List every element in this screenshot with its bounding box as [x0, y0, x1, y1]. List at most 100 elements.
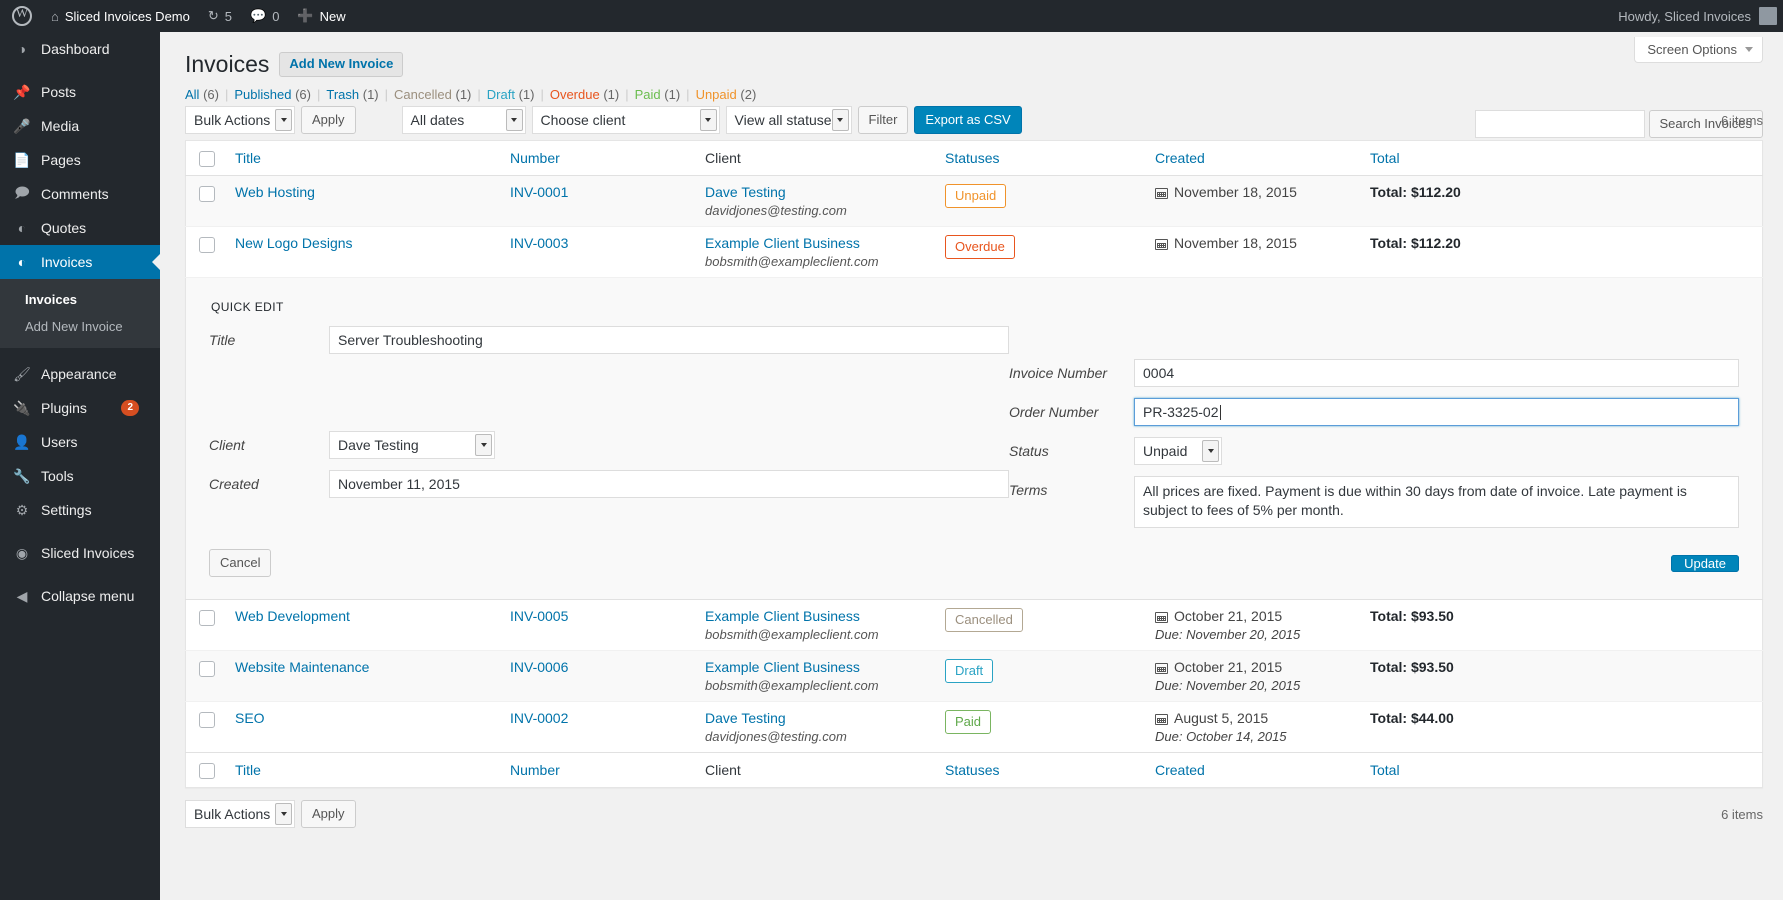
column-footer-link[interactable]: Title — [235, 762, 261, 778]
sidebar-item-posts[interactable]: 📌 Posts — [0, 75, 160, 109]
filter-link-draft[interactable]: Draft (1) | — [486, 87, 544, 102]
terms-textarea[interactable]: All prices are fixed. Payment is due wit… — [1134, 476, 1739, 528]
new-content-button[interactable]: ➕ New — [288, 0, 354, 32]
column-footer-link[interactable]: Created — [1155, 762, 1205, 778]
column-header-link[interactable]: Number — [510, 150, 560, 166]
filter-link-overdue[interactable]: Overdue (1) | — [549, 87, 629, 102]
row-title-link[interactable]: Web Hosting — [235, 184, 315, 200]
filter-label[interactable]: Published — [234, 87, 292, 102]
sidebar-item-tools[interactable]: 🔧 Tools — [0, 459, 160, 493]
sidebar-item-plugins[interactable]: 🔌 Plugins 2 — [0, 391, 160, 425]
sidebar-item-pages[interactable]: 📄 Pages — [0, 143, 160, 177]
title-input[interactable] — [329, 326, 1009, 354]
sidebar-item-users[interactable]: 👤 Users — [0, 425, 160, 459]
sidebar-subitem-add-new-invoice[interactable]: Add New Invoice — [25, 319, 123, 334]
column-footer-created[interactable]: Created — [1145, 752, 1360, 788]
wordpress-logo-button[interactable] — [0, 0, 42, 32]
sidebar-item-settings[interactable]: ⚙ Settings — [0, 493, 160, 527]
filter-link-unpaid[interactable]: Unpaid (2) — [696, 87, 757, 102]
view-all-statuses-select[interactable]: View all statuses — [725, 106, 852, 134]
column-footer-number[interactable]: Number — [500, 752, 695, 788]
column-header-link[interactable]: Statuses — [945, 150, 1000, 166]
row-number-link[interactable]: INV-0001 — [510, 184, 569, 200]
filter-label[interactable]: Overdue — [549, 87, 600, 102]
status-badge[interactable]: Unpaid — [945, 184, 1007, 208]
column-footer-link[interactable]: Statuses — [945, 762, 1000, 778]
updates-button[interactable]: ↻ 5 — [199, 0, 241, 32]
cancel-button[interactable]: Cancel — [209, 549, 272, 577]
search-invoices-button[interactable]: Search Invoices — [1648, 110, 1763, 138]
row-number-link[interactable]: INV-0002 — [510, 710, 569, 726]
sidebar-item-appearance[interactable]: 🖌 Appearance — [0, 357, 160, 391]
column-footer-link[interactable]: Number — [510, 762, 560, 778]
row-number-link[interactable]: INV-0005 — [510, 608, 569, 624]
column-footer-title[interactable]: Title — [225, 752, 500, 788]
column-header-title[interactable]: Title — [225, 140, 500, 176]
row-checkbox[interactable] — [199, 712, 215, 728]
row-checkbox[interactable] — [199, 661, 215, 677]
row-title-link[interactable]: Web Development — [235, 608, 350, 624]
sidebar-item-comments[interactable]: 🗩 Comments — [0, 177, 160, 211]
export-csv-button[interactable]: Export as CSV — [914, 106, 1022, 134]
sidebar-item-collapse-menu[interactable]: ◀ Collapse menu — [0, 579, 160, 613]
row-client-link[interactable]: Dave Testing — [705, 184, 786, 200]
column-header-total[interactable]: Total — [1360, 140, 1763, 176]
row-number-link[interactable]: INV-0006 — [510, 659, 569, 675]
filter-label[interactable]: All — [185, 87, 200, 102]
filter-link-trash[interactable]: Trash (1) | — [326, 87, 389, 102]
select-all-checkbox-bottom[interactable] — [199, 763, 215, 779]
created-input[interactable] — [329, 470, 1009, 498]
sidebar-item-sliced-invoices[interactable]: ◉ Sliced Invoices — [0, 536, 160, 570]
row-client-link[interactable]: Example Client Business — [705, 659, 860, 675]
filter-label[interactable]: Trash — [326, 87, 360, 102]
howdy-label[interactable]: Howdy, Sliced Invoices — [1618, 8, 1751, 24]
row-checkbox[interactable] — [199, 186, 215, 202]
comments-button[interactable]: 💬 0 — [241, 0, 288, 32]
screen-options-button[interactable]: Screen Options — [1634, 37, 1763, 63]
column-header-created[interactable]: Created — [1145, 140, 1360, 176]
row-client-link[interactable]: Example Client Business — [705, 608, 860, 624]
order-number-input[interactable]: PR-3325-02 — [1134, 398, 1739, 426]
bulk-actions-select[interactable]: Bulk Actions — [185, 106, 295, 134]
update-button[interactable]: Update — [1671, 554, 1739, 572]
all-dates-select[interactable]: All dates — [401, 106, 526, 134]
filter-label[interactable]: Cancelled — [394, 87, 452, 102]
row-checkbox[interactable] — [199, 610, 215, 626]
bulk-actions-select-bottom[interactable]: Bulk Actions — [185, 800, 295, 828]
column-footer-link[interactable]: Total — [1370, 762, 1400, 778]
sidebar-item-quotes[interactable]: ◐ Quotes — [0, 211, 160, 245]
status-badge[interactable]: Cancelled — [945, 608, 1023, 632]
column-header-link[interactable]: Total — [1370, 150, 1400, 166]
apply-button-top[interactable]: Apply — [301, 106, 356, 134]
apply-button-bottom[interactable]: Apply — [301, 800, 356, 828]
status-badge[interactable]: Overdue — [945, 235, 1015, 259]
filter-label[interactable]: Draft — [486, 87, 515, 102]
column-footer-total[interactable]: Total — [1360, 752, 1763, 788]
column-header-link[interactable]: Title — [235, 150, 261, 166]
site-name-button[interactable]: ⌂ Sliced Invoices Demo — [42, 0, 199, 32]
column-header-number[interactable]: Number — [500, 140, 695, 176]
sidebar-item-dashboard[interactable]: ◑ Dashboard — [0, 32, 160, 66]
column-footer-statuses[interactable]: Statuses — [935, 752, 1145, 788]
search-input[interactable] — [1474, 110, 1645, 138]
filter-link-all[interactable]: All (6) | — [185, 87, 229, 102]
filter-link-published[interactable]: Published (6) | — [234, 87, 321, 102]
choose-client-select[interactable]: Choose client — [531, 106, 720, 134]
avatar[interactable] — [1759, 7, 1777, 25]
row-number-link[interactable]: INV-0003 — [510, 235, 569, 251]
status-select[interactable]: Unpaid — [1134, 437, 1222, 465]
row-client-link[interactable]: Dave Testing — [705, 710, 786, 726]
sidebar-subitem-invoices[interactable]: Invoices — [25, 292, 78, 307]
row-client-link[interactable]: Example Client Business — [705, 235, 860, 251]
filter-button[interactable]: Filter — [857, 106, 909, 134]
status-badge[interactable]: Draft — [945, 659, 994, 683]
row-title-link[interactable]: SEO — [235, 710, 265, 726]
sidebar-item-invoices[interactable]: ◐ Invoices — [0, 245, 160, 279]
filter-label[interactable]: Paid — [634, 87, 661, 102]
row-checkbox[interactable] — [199, 237, 215, 253]
filter-label[interactable]: Unpaid — [695, 87, 737, 102]
sidebar-item-media[interactable]: 🎤 Media — [0, 109, 160, 143]
filter-link-paid[interactable]: Paid (1) | — [634, 87, 690, 102]
select-all-checkbox[interactable] — [199, 151, 215, 167]
client-select[interactable]: Dave Testing — [329, 431, 495, 459]
